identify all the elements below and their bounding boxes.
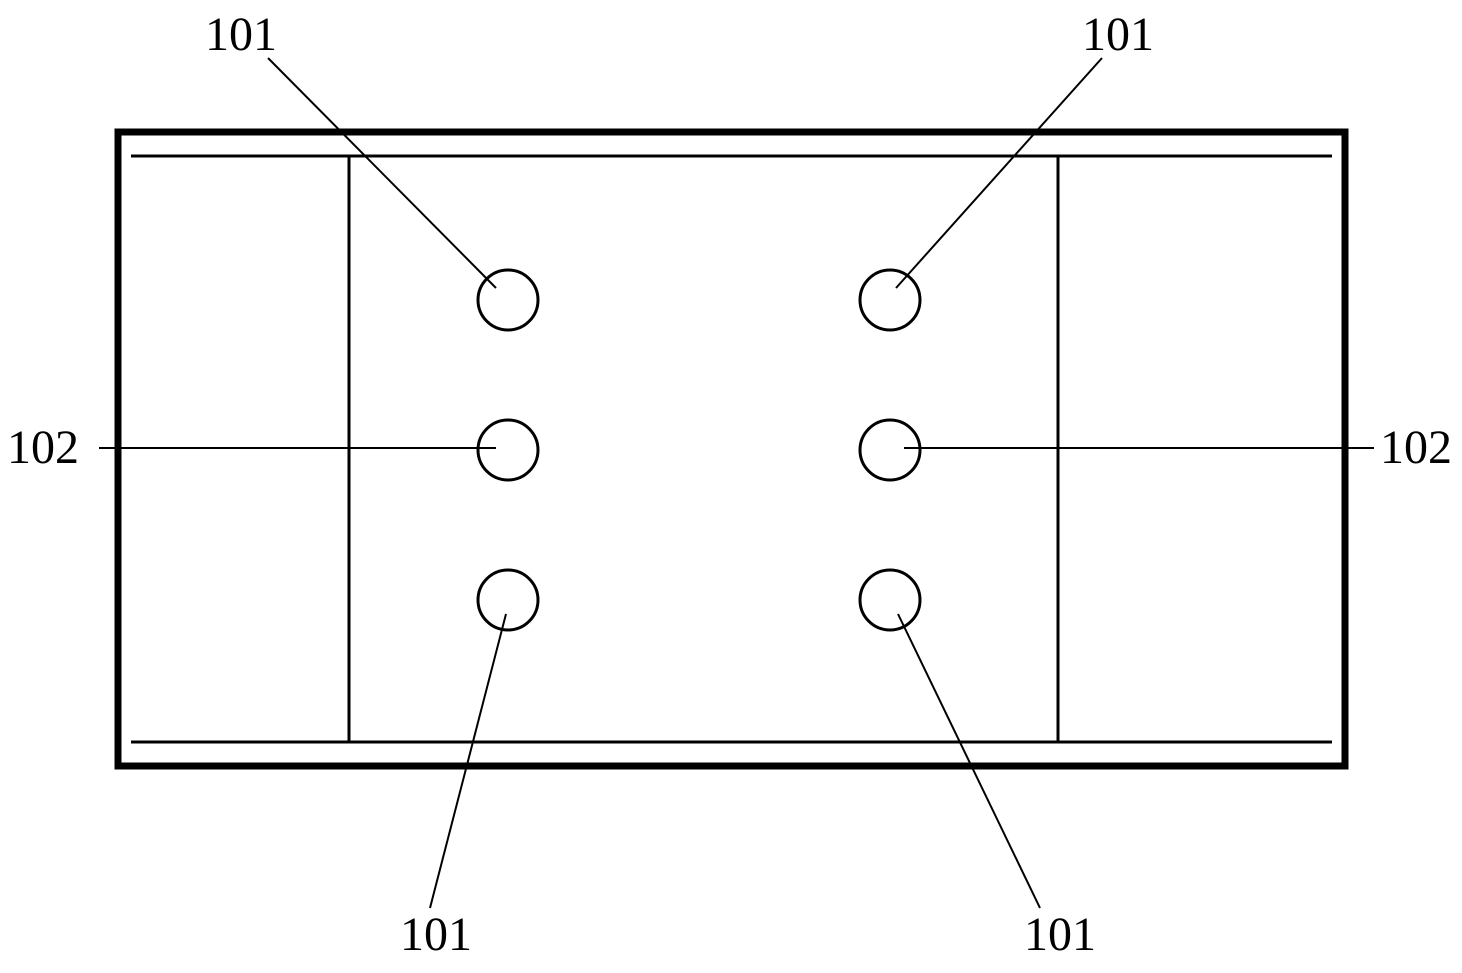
hole-circle-c_mr — [860, 420, 920, 480]
label-101-bottom-right: 101 — [1024, 908, 1096, 961]
label-101-bottom-left: 101 — [400, 908, 472, 961]
label-102-left: 102 — [7, 421, 79, 474]
hole-circle-c_ml — [478, 420, 538, 480]
label-101-top-right: 101 — [1082, 8, 1154, 61]
hole-circle-c_bl — [478, 570, 538, 630]
hole-circle-c_tr — [860, 270, 920, 330]
label-101-top-left: 101 — [205, 8, 277, 61]
label-102-right: 102 — [1380, 421, 1452, 474]
canvas-background — [0, 0, 1462, 973]
hole-circle-c_br — [860, 570, 920, 630]
